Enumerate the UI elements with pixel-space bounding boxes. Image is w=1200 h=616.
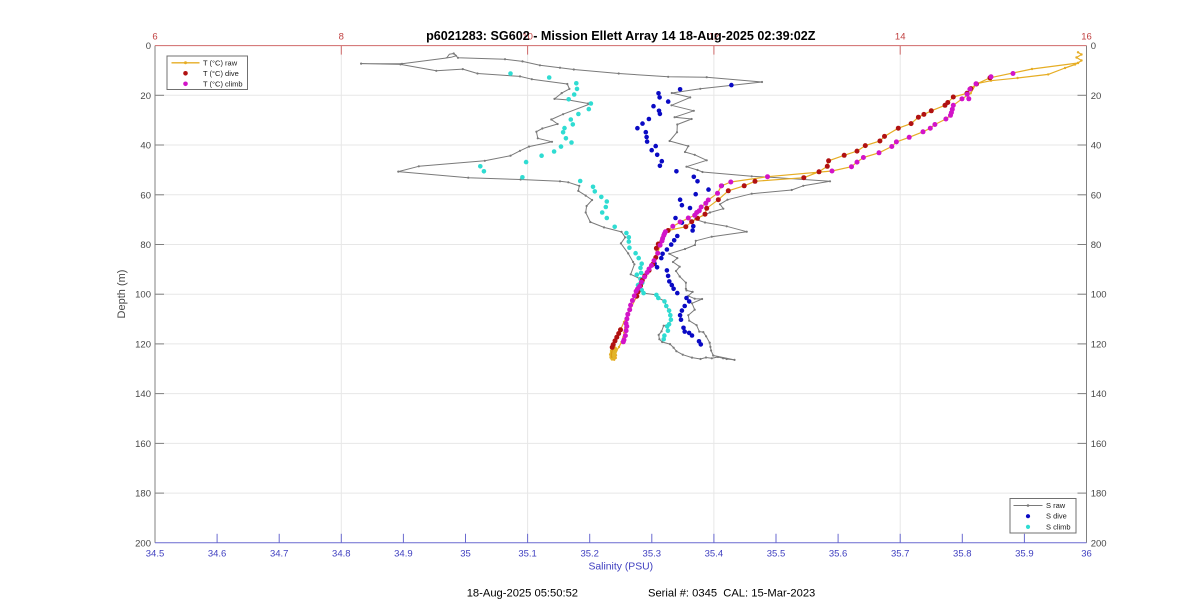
svg-text:80: 80 xyxy=(1091,240,1102,251)
svg-text:T (°C) dive: T (°C) dive xyxy=(203,69,239,78)
svg-text:35: 35 xyxy=(460,549,471,560)
svg-text:Serial #: 0345 CAL: 15-Mar-20: Serial #: 0345 CAL: 15-Mar-2023 xyxy=(648,588,815,600)
svg-text:14: 14 xyxy=(895,32,906,43)
svg-text:35.9: 35.9 xyxy=(1015,549,1034,560)
svg-text:0: 0 xyxy=(1091,41,1096,52)
svg-text:35.6: 35.6 xyxy=(829,549,848,560)
svg-text:6: 6 xyxy=(152,32,157,43)
svg-text:Salinity (PSU): Salinity (PSU) xyxy=(588,561,653,572)
svg-text:34.7: 34.7 xyxy=(270,549,289,560)
svg-text:35.5: 35.5 xyxy=(767,549,786,560)
svg-text:120: 120 xyxy=(135,339,151,350)
svg-text:T (°C) climb: T (°C) climb xyxy=(203,80,243,89)
svg-text:200: 200 xyxy=(1091,538,1107,549)
svg-text:180: 180 xyxy=(1091,489,1107,500)
svg-text:160: 160 xyxy=(1091,439,1107,450)
svg-text:34.8: 34.8 xyxy=(332,549,351,560)
svg-text:36: 36 xyxy=(1081,549,1092,560)
svg-text:S dive: S dive xyxy=(1046,512,1067,521)
svg-text:34.6: 34.6 xyxy=(208,549,227,560)
svg-text:p6021283: SG602 - Mission Elle: p6021283: SG602 - Mission Ellett Array 1… xyxy=(426,29,816,43)
svg-text:35.4: 35.4 xyxy=(705,549,724,560)
svg-text:180: 180 xyxy=(135,489,151,500)
svg-text:200: 200 xyxy=(135,538,151,549)
svg-text:34.5: 34.5 xyxy=(146,549,165,560)
svg-text:35.1: 35.1 xyxy=(518,549,537,560)
svg-text:12: 12 xyxy=(709,32,720,43)
svg-text:40: 40 xyxy=(140,141,151,152)
svg-text:40: 40 xyxy=(1091,141,1102,152)
svg-text:140: 140 xyxy=(1091,389,1107,400)
svg-text:T (°C) raw: T (°C) raw xyxy=(203,59,238,68)
svg-text:34.9: 34.9 xyxy=(394,549,413,560)
svg-text:20: 20 xyxy=(140,91,151,102)
svg-text:35.2: 35.2 xyxy=(580,549,599,560)
svg-text:160: 160 xyxy=(135,439,151,450)
svg-text:60: 60 xyxy=(140,190,151,201)
svg-text:S climb: S climb xyxy=(1046,522,1071,531)
svg-text:18-Aug-2025 05:50:52: 18-Aug-2025 05:50:52 xyxy=(467,588,578,600)
svg-text:140: 140 xyxy=(135,389,151,400)
svg-text:16: 16 xyxy=(1081,32,1092,43)
svg-text:20: 20 xyxy=(1091,91,1102,102)
svg-text:0: 0 xyxy=(146,41,151,52)
svg-text:100: 100 xyxy=(135,290,151,301)
svg-text:80: 80 xyxy=(140,240,151,251)
svg-text:Depth (m): Depth (m) xyxy=(116,270,128,319)
svg-text:120: 120 xyxy=(1091,339,1107,350)
svg-text:8: 8 xyxy=(339,32,344,43)
svg-text:S raw: S raw xyxy=(1046,501,1066,510)
svg-text:35.7: 35.7 xyxy=(891,549,910,560)
svg-text:10: 10 xyxy=(522,32,533,43)
svg-text:100: 100 xyxy=(1091,290,1107,301)
svg-text:35.8: 35.8 xyxy=(953,549,972,560)
svg-text:60: 60 xyxy=(1091,190,1102,201)
svg-text:35.3: 35.3 xyxy=(643,549,662,560)
